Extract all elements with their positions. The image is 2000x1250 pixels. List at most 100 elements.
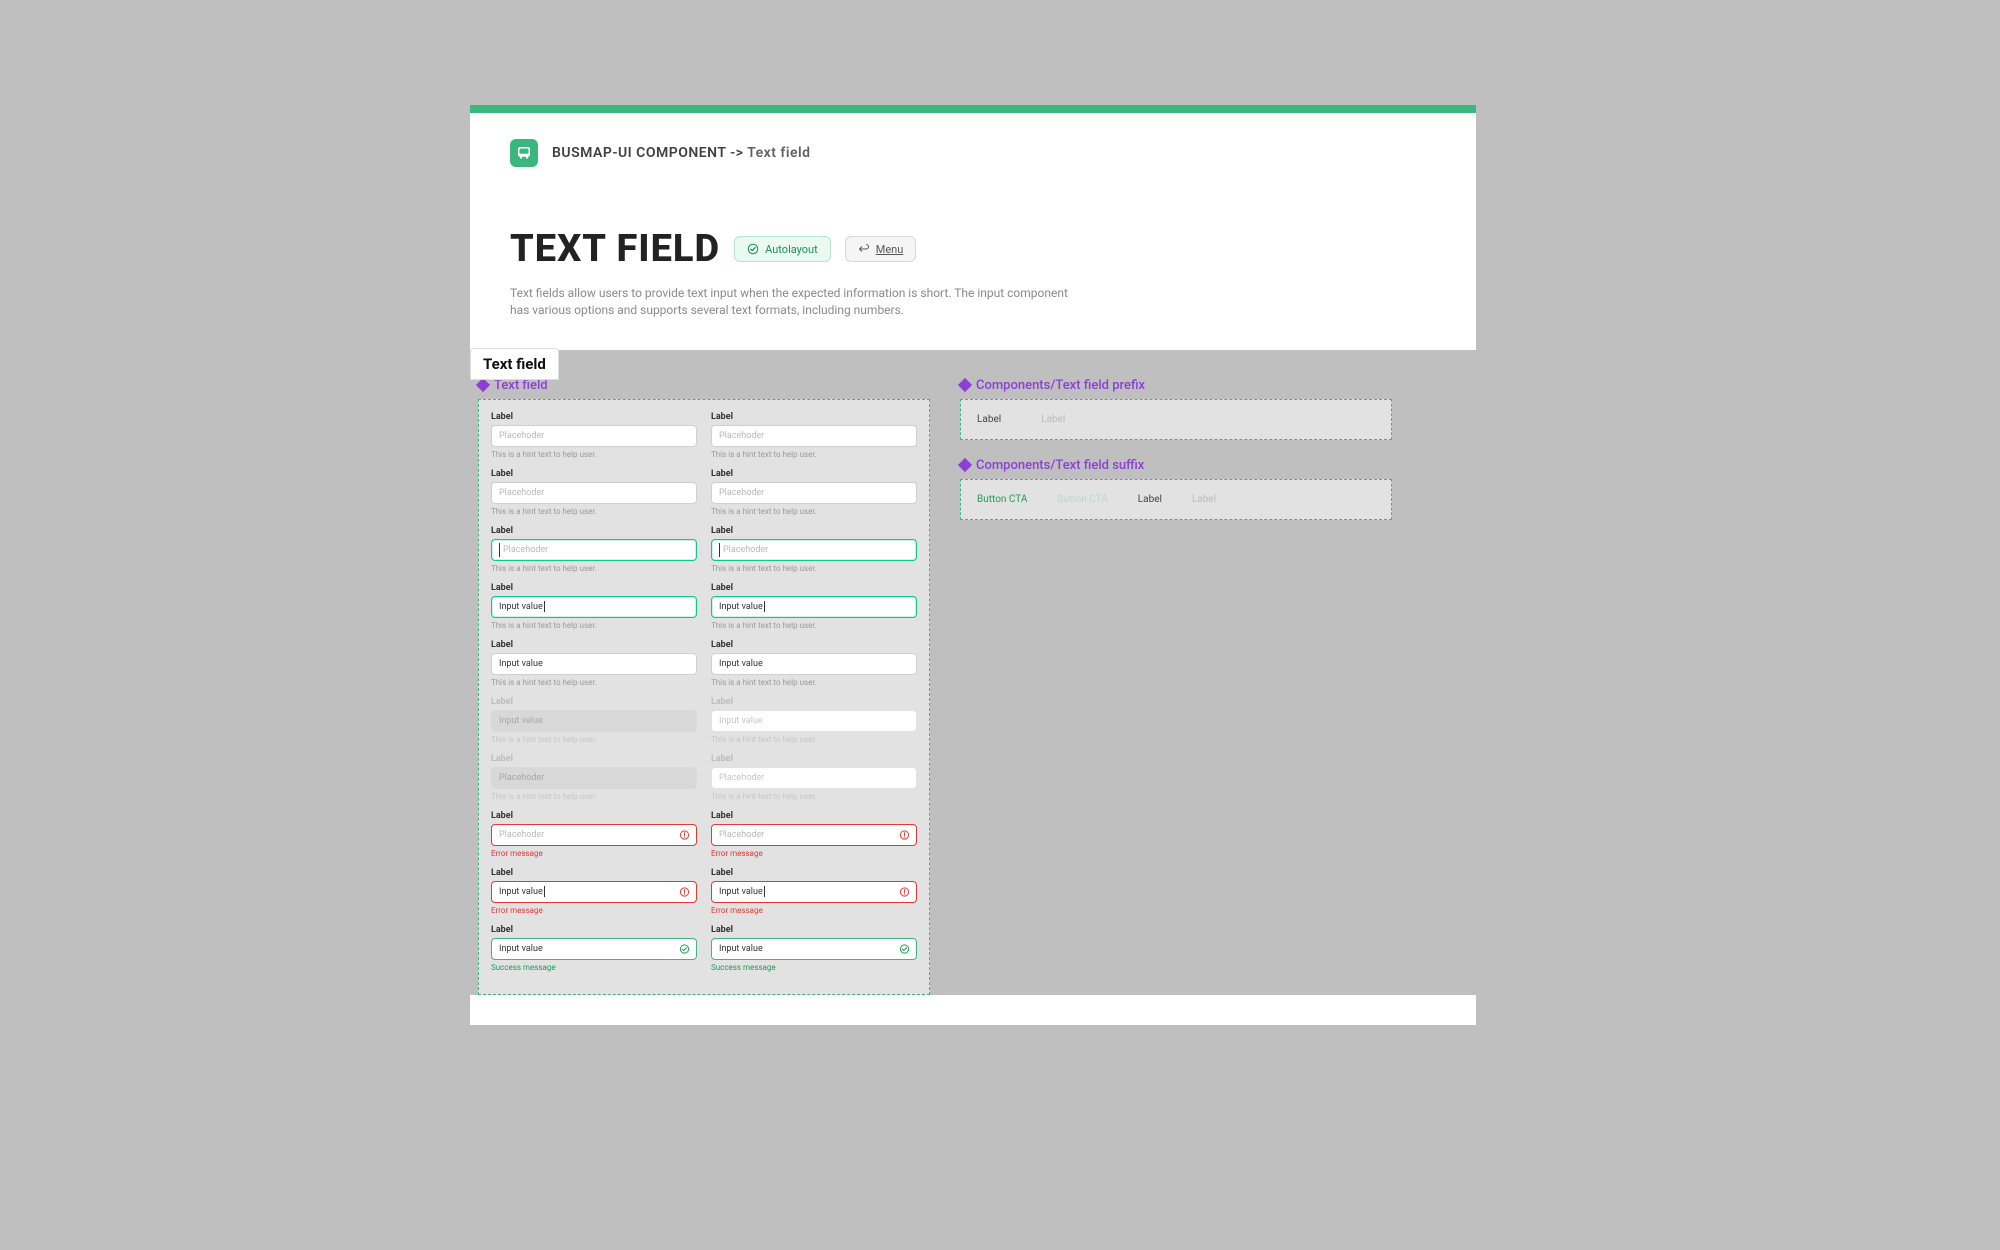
field-hint: Error message: [711, 906, 917, 915]
suffix-label: Label: [1138, 494, 1162, 505]
autolayout-badge[interactable]: Autolayout: [734, 236, 831, 262]
field-label: Label: [491, 925, 697, 935]
text-input[interactable]: Placehoder: [491, 425, 697, 447]
field-hint: This is a hint text to help user.: [711, 735, 917, 744]
suffix-cta[interactable]: Button CTA: [977, 494, 1027, 505]
text-input[interactable]: Input value: [711, 653, 917, 675]
error-icon: [679, 886, 690, 897]
field-hint: Error message: [491, 849, 697, 858]
text-input[interactable]: Input value: [711, 938, 917, 960]
text-input[interactable]: Placehoder: [711, 425, 917, 447]
field-hint: This is a hint text to help user.: [711, 792, 917, 801]
section-title: Components/Text field prefix: [976, 378, 1145, 393]
app-logo-icon: [510, 139, 538, 167]
return-arrow-icon: [858, 243, 870, 255]
page-description: Text fields allow users to provide text …: [510, 285, 1070, 320]
field-label: Label: [491, 526, 697, 536]
text-input[interactable]: Input value: [711, 881, 917, 903]
suffix-label-disabled: Label: [1192, 494, 1216, 505]
field-hint: This is a hint text to help user.: [491, 564, 697, 573]
field-hint: Success message: [711, 963, 917, 972]
field-hint: This is a hint text to help user.: [491, 735, 697, 744]
text-input[interactable]: Placehoder: [491, 482, 697, 504]
suffix-variants-box: Button CTA Button CTA Label Label: [960, 479, 1392, 520]
text-input[interactable]: Placehoder: [711, 539, 917, 561]
textfield-variant: Label Placehoder This is a hint text to he…: [711, 469, 917, 522]
error-icon: [679, 829, 690, 840]
breadcrumb-seg-2: Text field: [747, 145, 810, 161]
field-label: Label: [491, 754, 697, 764]
field-label: Label: [491, 469, 697, 479]
menu-button[interactable]: Menu: [845, 236, 917, 262]
textfield-variant: Label Input value Success message: [711, 925, 917, 978]
textfield-variant: LabelInput valueThis is a hint text to h…: [711, 640, 917, 693]
field-hint: This is a hint text to help user.: [711, 564, 917, 573]
field-label: Label: [711, 526, 917, 536]
error-icon: [899, 829, 910, 840]
check-circle-icon: [747, 243, 759, 255]
text-input[interactable]: Placehoder: [491, 824, 697, 846]
field-hint: This is a hint text to help user.: [491, 507, 697, 516]
text-input[interactable]: Placehoder: [711, 482, 917, 504]
error-icon: [899, 886, 910, 897]
textfield-variant: LabelInput valueThis is a hint text to h…: [491, 583, 697, 636]
field-label: Label: [491, 412, 697, 422]
field-hint: This is a hint text to help user.: [491, 792, 697, 801]
textfield-variant: Label Input value Success message: [491, 925, 697, 978]
breadcrumb-arrow: ->: [730, 145, 743, 161]
section-title: Text field: [494, 378, 548, 393]
field-label: Label: [491, 583, 697, 593]
prefix-section: Components/Text field prefix Label Label: [960, 378, 1392, 440]
component-diamond-icon: [476, 378, 490, 392]
text-input[interactable]: Input value: [491, 596, 697, 618]
text-input: Input value: [491, 710, 697, 732]
field-label: Label: [711, 811, 917, 821]
frame-tab[interactable]: Text field: [470, 348, 559, 380]
field-label: Label: [491, 868, 697, 878]
field-hint: This is a hint text to help user.: [711, 678, 917, 687]
page-title: TEXT FIELD: [510, 227, 720, 271]
text-input[interactable]: Input value: [491, 881, 697, 903]
field-label: Label: [711, 925, 917, 935]
artboard-bg: Text field Label Placehoder This is a hint…: [470, 350, 1476, 995]
textfield-variant: LabelPlacehoderThis is a hint text to he…: [491, 754, 697, 807]
field-label: Label: [491, 697, 697, 707]
field-label: Label: [711, 412, 917, 422]
field-label: Label: [711, 754, 917, 764]
text-input[interactable]: Input value: [491, 653, 697, 675]
textfield-variant: Label Placehoder Error message: [711, 811, 917, 864]
textfield-variant: LabelPlacehoderThis is a hint text to he…: [711, 754, 917, 807]
breadcrumb: BUSMAP-UI COMPONENT -> Text field: [552, 145, 811, 161]
text-input[interactable]: Placehoder: [711, 824, 917, 846]
suffix-section: Components/Text field suffix Button CTA …: [960, 458, 1392, 520]
field-hint: This is a hint text to help user.: [711, 450, 917, 459]
field-label: Label: [711, 469, 917, 479]
prefix-label: Label: [977, 414, 1001, 425]
field-hint: Success message: [491, 963, 697, 972]
text-input[interactable]: Input value: [491, 938, 697, 960]
field-hint: This is a hint text to help user.: [711, 507, 917, 516]
textfield-variant: Label Placehoder This is a hint text to he…: [711, 526, 917, 579]
section-label-textfield: Text field: [478, 378, 930, 393]
brand-top-stripe: [470, 105, 1476, 113]
field-hint: This is a hint text to help user.: [491, 678, 697, 687]
success-icon: [899, 943, 910, 954]
textfield-variant: LabelInput valueError message: [491, 868, 697, 921]
field-hint: Error message: [711, 849, 917, 858]
textfield-variant: Label Placehoder Error message: [491, 811, 697, 864]
design-canvas: BUSMAP-UI COMPONENT -> Text field TEXT F…: [470, 105, 1476, 1025]
text-input[interactable]: Input value: [711, 596, 917, 618]
prefix-label-disabled: Label: [1041, 414, 1065, 425]
field-label: Label: [491, 811, 697, 821]
textfield-variants-grid: Label Placehoder This is a hint text to he…: [491, 412, 917, 982]
field-hint: This is a hint text to help user.: [711, 621, 917, 630]
textfield-variant: LabelInput valueError message: [711, 868, 917, 921]
textfield-section: Text field Label Placehoder This is a hint…: [478, 378, 930, 995]
field-label: Label: [711, 583, 917, 593]
suffix-cta-disabled: Button CTA: [1057, 494, 1107, 505]
textfield-variant: Label Placehoder This is a hint text to he…: [491, 469, 697, 522]
text-input[interactable]: Placehoder: [491, 539, 697, 561]
title-row: TEXT FIELD Autolayout Menu: [510, 227, 1436, 271]
textfield-variant: Label Input value This is a hint text to h…: [711, 583, 917, 636]
menu-label: Menu: [876, 243, 904, 256]
